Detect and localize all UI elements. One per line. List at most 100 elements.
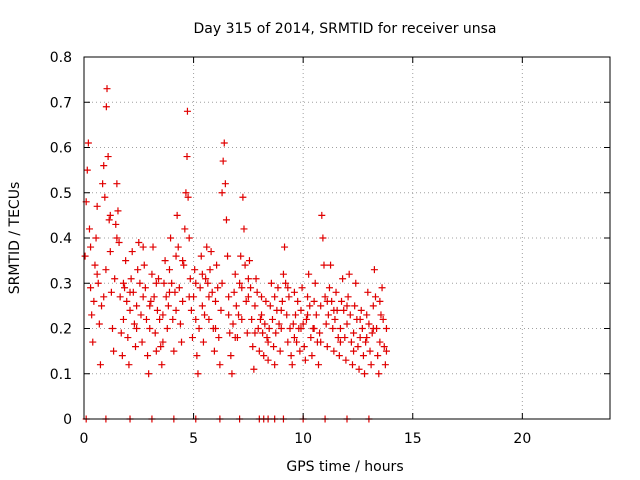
data-point (364, 288, 372, 296)
data-point (263, 334, 271, 342)
data-point (249, 343, 257, 351)
data-point (162, 293, 170, 301)
data-point (284, 338, 292, 346)
data-point (324, 311, 332, 319)
data-point (317, 338, 325, 346)
data-point (331, 315, 339, 323)
data-point (231, 270, 239, 278)
data-point (152, 279, 160, 287)
data-point (264, 338, 272, 346)
data-point (205, 293, 213, 301)
data-point (277, 306, 285, 314)
data-point (140, 261, 148, 269)
data-point (338, 297, 346, 305)
data-point (218, 279, 226, 287)
data-point (376, 297, 384, 305)
data-point (179, 297, 187, 305)
data-point (361, 370, 369, 378)
data-point (148, 270, 156, 278)
data-point (138, 338, 146, 346)
data-point (172, 252, 180, 260)
data-point (85, 225, 93, 233)
data-point (294, 297, 302, 305)
data-point (336, 338, 344, 346)
data-point (165, 266, 173, 274)
data-point (278, 297, 286, 305)
data-point (363, 334, 371, 342)
data-point (212, 297, 219, 305)
data-point (344, 293, 352, 301)
data-point (126, 288, 134, 296)
data-point (375, 370, 383, 378)
data-point (221, 180, 229, 188)
data-point (367, 361, 375, 369)
data-point (382, 347, 390, 355)
data-point (186, 275, 194, 283)
data-point (130, 320, 138, 328)
data-point (81, 252, 89, 260)
data-point (104, 153, 112, 161)
data-point (253, 288, 261, 296)
data-point (150, 293, 158, 301)
data-point (352, 279, 360, 287)
data-point (174, 243, 182, 251)
data-point (161, 257, 169, 265)
data-point (265, 325, 273, 332)
data-point (158, 361, 166, 369)
data-point (289, 320, 297, 328)
data-point (296, 347, 304, 355)
data-point (184, 193, 192, 201)
data-point (214, 284, 222, 292)
data-point (342, 356, 350, 364)
axis-ticks (83, 56, 610, 420)
data-point (176, 320, 184, 328)
data-point (323, 343, 331, 351)
data-point (322, 320, 330, 328)
y-tick-label: 0.1 (50, 367, 72, 383)
data-point (218, 189, 226, 197)
data-point (262, 297, 270, 305)
data-point (365, 320, 373, 328)
data-point (228, 370, 236, 378)
data-point (334, 334, 342, 342)
data-point (310, 297, 318, 305)
data-point (194, 370, 202, 378)
data-point (330, 306, 338, 314)
data-point (188, 334, 196, 342)
data-point (153, 306, 161, 314)
data-point (293, 338, 301, 346)
data-point (350, 347, 358, 355)
data-point (134, 266, 142, 274)
data-point (369, 302, 377, 310)
data-point (137, 311, 145, 319)
data-point (236, 279, 244, 287)
data-point (347, 338, 355, 346)
data-point (244, 275, 252, 283)
data-point (127, 275, 135, 283)
data-point (380, 343, 388, 351)
data-point (381, 361, 389, 369)
data-point (201, 311, 209, 319)
data-point (191, 266, 199, 274)
data-point (165, 288, 173, 296)
data-point (355, 365, 363, 373)
data-point (167, 234, 175, 242)
data-point (256, 315, 264, 323)
data-point (251, 302, 259, 310)
data-point (230, 288, 238, 296)
data-point (325, 284, 333, 292)
data-point (95, 320, 103, 328)
data-point (311, 279, 319, 287)
data-point (193, 352, 201, 360)
x-tick-label: 0 (80, 431, 89, 447)
data-point (139, 293, 147, 301)
data-point (172, 306, 180, 314)
data-point (268, 315, 276, 323)
data-points (81, 85, 390, 423)
data-point (376, 338, 384, 346)
data-point (119, 315, 127, 323)
data-point (288, 361, 296, 369)
data-point (146, 302, 154, 310)
data-point (319, 234, 327, 242)
data-point (121, 284, 129, 292)
